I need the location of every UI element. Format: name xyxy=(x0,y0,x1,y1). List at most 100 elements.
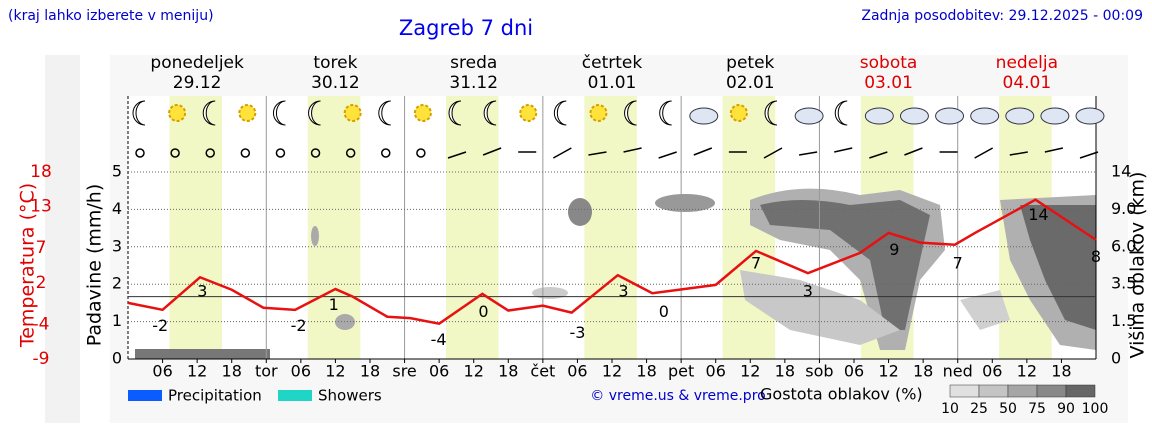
cloud-area xyxy=(740,270,900,345)
cloud-icon xyxy=(1040,107,1070,125)
y-axis-title: Padavine (mm/h) xyxy=(84,184,106,347)
y3-axis-title: Višina oblakov (km) xyxy=(1127,172,1149,359)
cloud-legend-box xyxy=(1036,384,1067,398)
credit: © vreme.us & vreme.pro xyxy=(590,388,765,404)
cloud-legend-tick: 25 xyxy=(970,401,988,417)
day-name: sobota xyxy=(860,53,918,73)
cloud-icon xyxy=(899,107,929,125)
day-name: torek xyxy=(313,53,357,73)
x-tick-label: 06 xyxy=(152,362,172,381)
legend-label: Precipitation xyxy=(168,387,262,405)
cloud-legend-box xyxy=(978,384,1009,398)
calm-wind xyxy=(345,148,356,158)
moon-icon xyxy=(834,100,848,126)
cloud-legend-tick: 90 xyxy=(1057,401,1075,417)
y3-tick-label: 14 xyxy=(1111,162,1131,181)
x-tick-label: 18 xyxy=(775,362,795,381)
cloud-icon xyxy=(1005,107,1035,125)
x-tick-label: 18 xyxy=(222,362,242,381)
calm-wind xyxy=(205,148,215,158)
cloud-areas xyxy=(135,188,1096,359)
daylight-band xyxy=(584,96,637,359)
y2-tick-label: 2 xyxy=(36,273,47,293)
day-date: 01.01 xyxy=(588,73,637,93)
cloud-icon xyxy=(864,107,894,125)
wind-barb xyxy=(1079,151,1099,159)
cloud-icon xyxy=(794,107,824,125)
temperature-label: 1 xyxy=(329,295,339,314)
x-tick-label: 12 xyxy=(878,362,898,381)
temperature-label: 7 xyxy=(953,254,963,273)
x-tick-label: 18 xyxy=(636,362,656,381)
temperature-label: 7 xyxy=(751,254,761,273)
cloud-legend-title: Gostota oblakov (%) xyxy=(760,385,923,404)
cloud-area xyxy=(960,290,1010,330)
day-date: 31.12 xyxy=(449,73,498,93)
moon-icon xyxy=(764,100,778,126)
cloud-legend-tick: 100 xyxy=(1082,401,1109,417)
left-panel xyxy=(45,55,80,423)
wind-barb xyxy=(798,151,818,156)
x-tick-label: sob xyxy=(805,362,833,381)
sun-icon xyxy=(729,104,748,122)
x-tick-label: 06 xyxy=(429,362,449,381)
x-tick-label: 18 xyxy=(360,362,380,381)
calm-wind xyxy=(381,148,391,158)
cloud-icon xyxy=(689,107,719,125)
cloud-legend-box xyxy=(949,384,980,398)
temperature-label: -3 xyxy=(569,323,585,342)
day-date: 29.12 xyxy=(173,73,222,93)
moon-icon xyxy=(553,100,567,126)
y3-tick-label: 3.5 xyxy=(1111,274,1136,293)
y2-tick-label: 13 xyxy=(30,197,52,217)
cloud-legend-box xyxy=(1007,384,1038,398)
wind-barb xyxy=(552,147,572,159)
cloud-area xyxy=(655,194,715,212)
day-name: ponedeljek xyxy=(150,53,244,73)
calm-wind xyxy=(310,148,321,158)
calm-wind xyxy=(135,148,145,158)
x-tick-label: čet xyxy=(530,362,555,381)
cloud-legend-tick: 10 xyxy=(941,401,959,417)
wind-barb xyxy=(1009,151,1028,156)
day-name: petek xyxy=(726,53,774,73)
x-tick-label: 06 xyxy=(567,362,587,381)
wind-barb xyxy=(904,147,923,156)
y-tick-label: 5 xyxy=(112,162,122,181)
day-name: četrtek xyxy=(582,53,643,73)
x-tick-label: 06 xyxy=(982,362,1002,381)
x-tick-label: 12 xyxy=(325,362,345,381)
x-tick-label: tor xyxy=(255,362,278,381)
y3-tick-label: 9.0 xyxy=(1111,199,1136,218)
cloud-icon xyxy=(935,107,965,125)
y2-tick-label: -9 xyxy=(33,349,50,369)
x-tick-label: 12 xyxy=(464,362,484,381)
temperature-label: 3 xyxy=(197,281,207,300)
temperature-label: 3 xyxy=(618,281,628,300)
temperature-label: 8 xyxy=(1091,247,1101,266)
y2-tick-label: 7 xyxy=(36,238,47,258)
moon-icon xyxy=(132,100,146,126)
x-tick-label: 06 xyxy=(844,362,864,381)
cloud-icon xyxy=(970,107,1000,125)
y-tick-label: 3 xyxy=(112,236,122,255)
y3-tick-label: 0 xyxy=(1111,349,1121,368)
sun-icon xyxy=(168,104,187,122)
x-tick-label: ned xyxy=(943,362,973,381)
x-tick-label: 12 xyxy=(740,362,760,381)
wind-barb xyxy=(693,147,713,156)
y3-tick-label: 1.5 xyxy=(1111,311,1136,330)
calm-wind xyxy=(170,148,180,158)
daylight-band xyxy=(169,96,223,359)
legend-swatch xyxy=(278,390,312,401)
title: Zagreb 7 dni xyxy=(399,16,533,40)
moon-icon xyxy=(448,100,462,126)
temperature-label: 9 xyxy=(889,240,899,259)
cloud-legend-tick: 75 xyxy=(1028,401,1046,417)
updated: Zadnja posodobitev: 29.12.2025 - 00:09 xyxy=(861,8,1143,24)
sun-icon xyxy=(343,104,362,122)
daylight-band xyxy=(446,96,499,359)
y3-tick-label: 6.0 xyxy=(1111,236,1136,255)
y-tick-label: 1 xyxy=(112,311,122,330)
